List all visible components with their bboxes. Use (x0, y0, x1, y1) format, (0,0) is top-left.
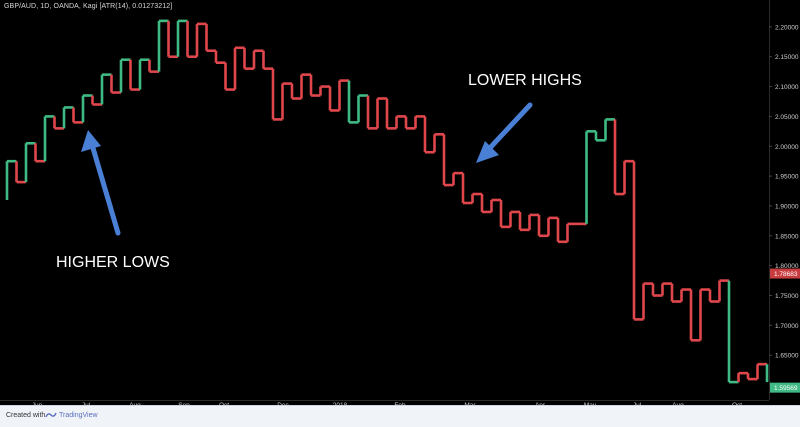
marker-price-badge (770, 268, 800, 279)
y-tick-label: 2.05000 (775, 114, 799, 121)
higher-lows-label: HIGHER LOWS (56, 254, 170, 271)
kagi-lines (5, 19, 769, 384)
last-price-badge (770, 382, 800, 393)
price-badges: 1.78683 1.59569 (770, 268, 800, 393)
y-tick-label: 1.90000 (775, 203, 799, 210)
footer-created-with: Created with (6, 412, 46, 419)
tradingview-logo-icon (45, 412, 57, 418)
y-axis: 2.20000 2.15000 2.10000 2.05000 2.00000 1.950… (769, 24, 799, 360)
lower-highs-arrow-shaft (485, 102, 533, 153)
y-tick-label: 1.95000 (775, 174, 799, 181)
footer-tradingview-link[interactable]: TradingView (59, 412, 98, 419)
y-tick-label: 1.80000 (775, 263, 799, 270)
lower-highs-label: LOWER HIGHS (468, 72, 582, 89)
footer-bar: Created with TradingView (0, 405, 800, 427)
chart-title: GBP/AUD, 1D, OANDA, Kagi [ATR(14), 0.012… (4, 3, 173, 10)
higher-lows-arrow-head (81, 130, 101, 152)
y-tick-label: 1.85000 (775, 233, 799, 240)
higher-lows-arrow-shaft (90, 145, 121, 236)
y-tick-label: 2.20000 (775, 24, 799, 31)
y-tick-label: 1.65000 (775, 353, 799, 360)
y-tick-label: 2.00000 (775, 144, 799, 151)
last-price-label: 1.59569 (774, 385, 798, 392)
y-tick-label: 1.70000 (775, 323, 799, 330)
marker-price-label: 1.78683 (774, 271, 798, 278)
y-tick-label: 1.75000 (775, 293, 799, 300)
annotation-higher-lows: HIGHER LOWS (56, 130, 170, 271)
lower-highs-arrow-head (476, 141, 499, 163)
y-tick-label: 2.15000 (775, 54, 799, 61)
y-tick-label: 2.10000 (775, 84, 799, 91)
annotation-lower-highs: LOWER HIGHS (468, 72, 582, 163)
